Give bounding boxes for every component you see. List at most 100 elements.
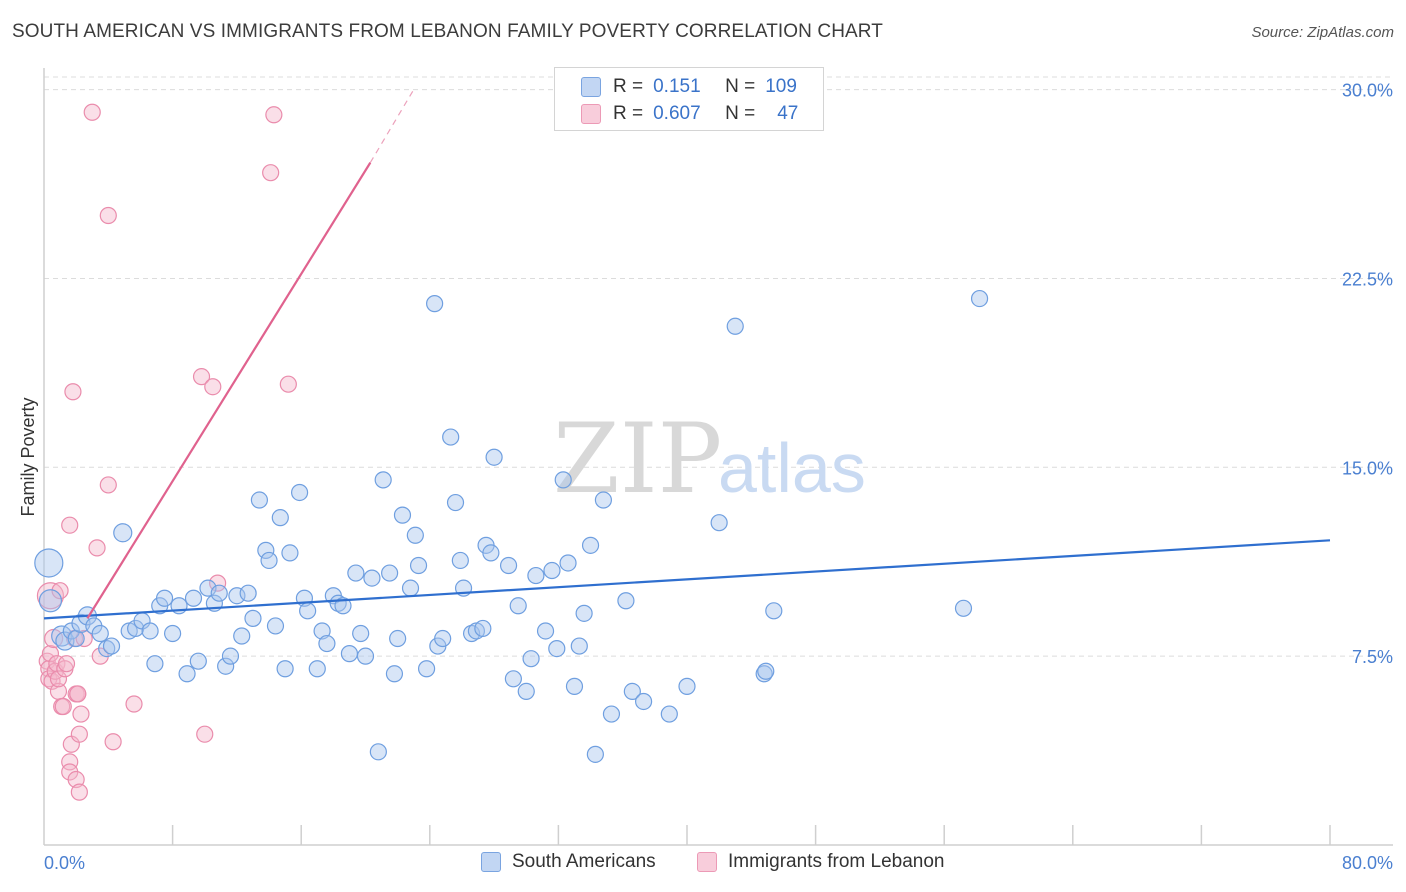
- south-american-point: [474, 619, 492, 638]
- axes: [43, 68, 1393, 846]
- legend-r-value: 0.151: [653, 76, 701, 97]
- south-american-point: [221, 647, 240, 665]
- lebanon-point: [88, 539, 106, 557]
- y-tick-label: 22.5%: [1342, 269, 1393, 289]
- south-american-point: [385, 665, 404, 683]
- south-american-point: [164, 624, 182, 643]
- south-american-point: [352, 624, 370, 643]
- south-american-point: [276, 660, 294, 678]
- south-american-point: [406, 526, 424, 544]
- lebanon-point: [72, 705, 90, 723]
- watermark: ZIP atlas: [553, 403, 866, 515]
- south-american-point: [617, 592, 635, 610]
- south-american-point: [290, 483, 309, 502]
- watermark-zip: ZIP: [553, 403, 722, 515]
- south-american-point: [559, 554, 577, 572]
- stats-legend: R = 0.151 N = 109 R = 0.607 N = 47: [554, 67, 824, 131]
- lebanon-point: [262, 164, 280, 182]
- south-american-point: [548, 639, 566, 658]
- lebanon-point: [70, 783, 88, 801]
- lebanon-point: [104, 733, 122, 751]
- south-american-point: [527, 566, 545, 585]
- lebanon-trendline: [86, 162, 372, 619]
- south-american-point: [34, 548, 64, 578]
- south-american-point: [155, 589, 174, 607]
- south-american-point: [113, 523, 133, 543]
- south-american-point: [334, 597, 352, 615]
- south-american-point: [381, 564, 399, 582]
- south-american-point: [970, 289, 989, 308]
- lebanon-point: [192, 368, 211, 386]
- gridlines: [44, 76, 1393, 657]
- lebanon-point: [49, 670, 68, 688]
- south-american-point: [660, 705, 678, 723]
- legend-n-label: N =: [725, 103, 756, 124]
- lebanon-point: [36, 582, 65, 610]
- south-american-point: [586, 745, 604, 763]
- lebanon-points: [36, 103, 297, 801]
- south-american-point: [442, 428, 460, 446]
- south-american-point: [401, 579, 420, 597]
- south-american-point: [356, 647, 375, 665]
- south-american-point: [543, 561, 561, 580]
- south-american-point: [308, 660, 326, 678]
- south-american-point: [417, 660, 436, 678]
- lebanon-point: [54, 697, 72, 716]
- south-american-point: [575, 604, 593, 622]
- lebanon-point: [125, 695, 143, 713]
- legend-n-value: 47: [777, 103, 799, 124]
- south-american-point: [485, 448, 503, 466]
- south-american-point: [581, 536, 600, 554]
- lebanon-point: [61, 753, 79, 771]
- y-tick-label: 30.0%: [1342, 81, 1393, 101]
- trendlines: [43, 89, 1331, 620]
- y-axis-label: Family Poverty: [18, 397, 38, 516]
- south-american-point: [623, 682, 641, 701]
- south-american-point: [393, 506, 412, 524]
- south-american-point: [98, 639, 116, 658]
- south-american-point: [146, 655, 164, 673]
- south-american-point: [389, 629, 407, 648]
- legend-row-lebanon: R = 0.607 N = 47: [555, 100, 798, 128]
- bottom-legend-south-americans: South Americans: [481, 851, 656, 873]
- south-american-trendline: [43, 539, 1331, 620]
- south-american-point: [233, 627, 251, 645]
- legend-n-value: 109: [765, 76, 797, 97]
- lebanon-point: [51, 582, 69, 600]
- legend-swatch-blue: [581, 77, 601, 97]
- lebanon-point: [279, 375, 297, 393]
- south-american-point: [141, 622, 159, 640]
- south-american-point: [347, 564, 365, 582]
- lebanon-point: [196, 725, 214, 743]
- lebanon-point: [61, 516, 79, 534]
- lebanon-point: [204, 378, 222, 396]
- south-american-point: [565, 677, 584, 695]
- bottom-legend-swatch-blue: [481, 852, 501, 872]
- south-american-point: [446, 493, 465, 512]
- lebanon-point: [57, 655, 76, 673]
- lebanon-point: [64, 383, 82, 401]
- south-american-point: [210, 584, 228, 602]
- bottom-legend-label: South Americans: [512, 851, 656, 872]
- south-american-point: [726, 317, 744, 335]
- south-american-point: [554, 471, 572, 489]
- south-american-points: [34, 289, 989, 763]
- chart-title: SOUTH AMERICAN VS IMMIGRANTS FROM LEBANO…: [12, 21, 883, 42]
- south-american-point: [318, 634, 336, 653]
- bottom-legend-swatch-pink: [697, 852, 717, 872]
- south-american-point: [522, 650, 540, 668]
- south-american-point: [369, 743, 387, 761]
- south-american-point: [426, 295, 444, 313]
- south-american-point: [257, 541, 275, 559]
- south-american-point: [271, 509, 289, 527]
- lebanon-point: [70, 725, 88, 743]
- south-american-point: [434, 629, 452, 648]
- south-american-point: [313, 622, 331, 640]
- legend-row-south-americans: R = 0.151 N = 109: [555, 73, 797, 101]
- south-american-point: [38, 589, 63, 613]
- south-american-point: [765, 602, 783, 620]
- south-american-point: [340, 645, 359, 663]
- south-american-point: [250, 491, 269, 509]
- south-american-point: [102, 637, 121, 655]
